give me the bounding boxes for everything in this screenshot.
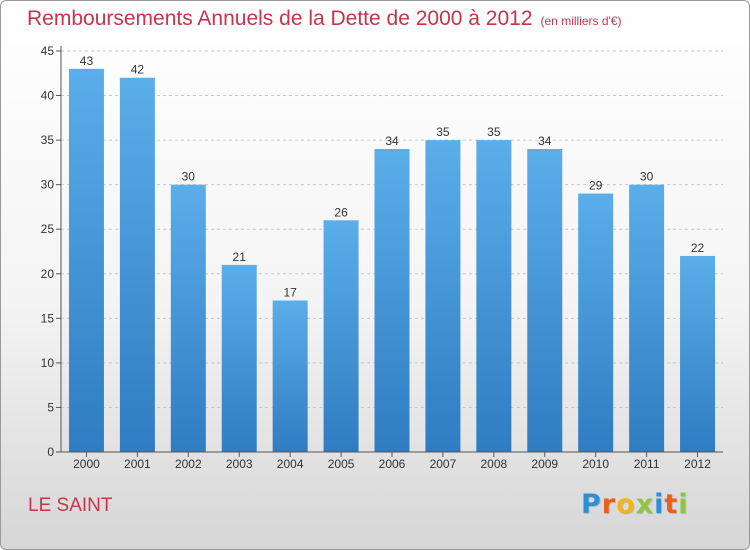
bar bbox=[119, 77, 155, 452]
logo-letter: r bbox=[601, 489, 617, 520]
bar bbox=[272, 300, 308, 452]
bar-value-label: 26 bbox=[334, 205, 348, 219]
logo-letter: x bbox=[635, 489, 655, 520]
y-tick-label: 45 bbox=[41, 44, 55, 58]
chart-title: Remboursements Annuels de la Dette de 20… bbox=[27, 7, 622, 31]
bars bbox=[68, 68, 716, 453]
y-tick-label: 5 bbox=[47, 400, 54, 414]
bar bbox=[476, 140, 512, 452]
bar bbox=[578, 193, 614, 453]
bar-value-label: 35 bbox=[436, 125, 450, 139]
bar-value-label: 30 bbox=[640, 170, 654, 184]
y-tick-label: 0 bbox=[47, 445, 54, 459]
bar bbox=[680, 255, 716, 452]
bar bbox=[629, 184, 665, 452]
bar bbox=[527, 149, 563, 452]
axes bbox=[56, 46, 723, 457]
bar bbox=[68, 68, 104, 453]
logo-letter: i bbox=[678, 489, 689, 520]
y-tick-label: 35 bbox=[41, 133, 55, 147]
chart-subtitle: (en milliers d'€) bbox=[540, 14, 622, 28]
bar-value-label: 35 bbox=[487, 125, 501, 139]
logo-letter: t bbox=[664, 489, 679, 520]
bar-value-label: 29 bbox=[589, 179, 603, 193]
bar bbox=[221, 264, 257, 452]
y-tick-label: 10 bbox=[41, 356, 55, 370]
logo-letter: o bbox=[616, 489, 636, 520]
y-tick-label: 20 bbox=[41, 267, 55, 281]
x-tick-label: 2011 bbox=[634, 457, 660, 471]
x-tick-label: 2003 bbox=[226, 457, 253, 471]
bar bbox=[425, 140, 461, 452]
bar-value-label: 21 bbox=[233, 250, 247, 264]
chart-title-text: Remboursements Annuels de la Dette de 20… bbox=[27, 7, 533, 30]
x-tick-label: 2002 bbox=[175, 457, 202, 471]
bar-value-label: 34 bbox=[385, 134, 399, 148]
labels: 0 5 10 15 20 25 30 35 40 45 43 2000 42 2001 30 2002 21 20… bbox=[41, 44, 712, 471]
x-tick-label: 2006 bbox=[379, 457, 406, 471]
x-tick-label: 2012 bbox=[684, 457, 711, 471]
x-tick-label: 2007 bbox=[430, 457, 457, 471]
logo-letter: i bbox=[654, 489, 665, 520]
x-tick-label: 2008 bbox=[480, 457, 507, 471]
x-tick-label: 2009 bbox=[531, 457, 558, 471]
bar bbox=[374, 149, 410, 452]
y-tick-label: 40 bbox=[41, 89, 55, 103]
proxiti-logo: Proxiti bbox=[581, 489, 689, 520]
bar-value-label: 43 bbox=[80, 54, 94, 68]
bar-value-label: 34 bbox=[538, 134, 552, 148]
bar-value-label: 22 bbox=[691, 241, 705, 255]
logo-letter: P bbox=[581, 489, 602, 520]
bar-value-label: 30 bbox=[182, 170, 196, 184]
y-tick-label: 30 bbox=[41, 178, 55, 192]
x-tick-label: 2005 bbox=[328, 457, 355, 471]
bar-value-label: 17 bbox=[283, 286, 297, 300]
x-tick-label: 2001 bbox=[124, 457, 151, 471]
bar bbox=[323, 220, 359, 452]
y-tick-label: 25 bbox=[41, 222, 55, 236]
location-label: LE SAINT bbox=[28, 495, 113, 516]
x-tick-label: 2010 bbox=[582, 457, 609, 471]
y-tick-label: 15 bbox=[41, 311, 55, 325]
bar bbox=[170, 184, 206, 452]
x-tick-label: 2004 bbox=[277, 457, 304, 471]
bar-value-label: 42 bbox=[131, 63, 145, 77]
x-tick-label: 2000 bbox=[73, 457, 100, 471]
